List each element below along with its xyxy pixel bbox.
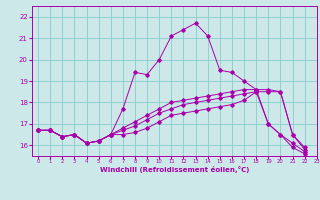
X-axis label: Windchill (Refroidissement éolien,°C): Windchill (Refroidissement éolien,°C) bbox=[100, 166, 249, 173]
